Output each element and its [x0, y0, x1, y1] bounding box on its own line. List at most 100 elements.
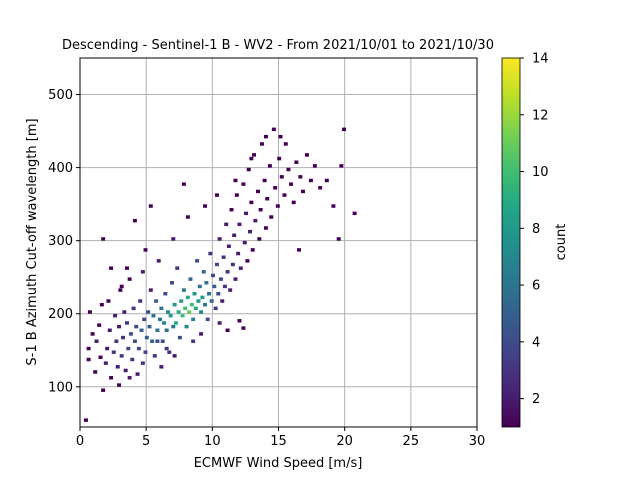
heatmap-cell	[197, 284, 202, 289]
heatmap-cell	[162, 321, 167, 325]
heatmap-cell	[147, 324, 152, 329]
heatmap-cell	[291, 200, 296, 205]
heatmap-cell	[224, 222, 229, 227]
heatmap-cell	[312, 164, 317, 168]
y-tick-label: 400	[48, 161, 73, 176]
x-tick-label: 0	[76, 434, 84, 449]
heatmap-cell	[123, 368, 128, 373]
heatmap-cell	[249, 200, 254, 205]
colorbar-tick-label: 6	[532, 279, 540, 294]
heatmap-cell	[207, 292, 212, 296]
heatmap-cell	[214, 193, 219, 197]
heatmap-cell	[216, 292, 221, 296]
heatmap-cell	[237, 222, 242, 227]
x-tick-label: 10	[204, 434, 221, 449]
heatmap-cell	[283, 142, 288, 146]
heatmap-cell	[204, 281, 209, 285]
heatmap-cell	[169, 281, 174, 285]
heatmap-cell	[119, 284, 124, 289]
heatmap-cell	[122, 310, 127, 314]
heatmap-cell	[220, 299, 225, 303]
heatmap-cell	[263, 134, 268, 139]
heatmap-cell	[183, 306, 188, 311]
heatmap-cell	[267, 164, 272, 168]
heatmap-cell	[308, 178, 313, 183]
heatmap-cell	[200, 295, 205, 300]
heatmap-cell	[233, 277, 238, 281]
heatmap-cell	[106, 299, 111, 303]
x-tick-label: 20	[336, 434, 353, 449]
heatmap-cell	[304, 153, 309, 157]
heatmap-cell	[118, 288, 123, 292]
heatmap-cell	[298, 175, 303, 179]
colorbar-tick-label: 4	[532, 335, 540, 350]
heatmap-cell	[155, 339, 160, 343]
heatmap-cell	[286, 167, 291, 172]
heatmap-cell	[193, 306, 198, 311]
colorbar-tick-label: 2	[532, 392, 540, 407]
heatmap-cell	[225, 328, 230, 333]
heatmap-cell	[156, 259, 161, 263]
heatmap-cell	[208, 251, 213, 256]
heatmap-cell	[109, 376, 114, 380]
heatmap-cell	[140, 270, 145, 274]
heatmap-cell	[249, 156, 254, 161]
heatmap-cell	[275, 204, 280, 208]
heatmap-cell	[199, 310, 204, 314]
heatmap-cell	[154, 299, 159, 303]
heatmap-cell	[273, 186, 278, 190]
colorbar-tick-label: 14	[532, 52, 549, 67]
heatmap-cell	[127, 277, 132, 281]
heatmap-cell	[117, 324, 122, 329]
y-axis-label: S-1 B Azimuth Cut-off wavelength [m]	[25, 118, 40, 365]
colorbar: 2 4 6 8 10 12 14 count	[501, 52, 569, 428]
heatmap-cell	[318, 186, 323, 190]
heatmap-cell	[151, 313, 156, 318]
heatmap-cell	[121, 335, 125, 340]
heatmap-cell	[105, 346, 110, 351]
heatmap-cell	[167, 350, 172, 354]
heatmap-cell	[201, 270, 206, 274]
colorbar-label: count	[554, 224, 569, 261]
heatmap-cell	[152, 354, 157, 358]
heatmap-cell	[166, 310, 170, 314]
heatmap-cell	[179, 299, 184, 303]
heatmap-cell	[217, 321, 222, 325]
heatmap-cell	[248, 229, 253, 234]
heatmap-cell	[189, 302, 194, 307]
heatmap-cell	[101, 388, 106, 392]
x-tick-label: 30	[469, 434, 486, 449]
heatmap-cell	[339, 164, 344, 168]
x-tick-label: 15	[270, 434, 287, 449]
heatmap-cell	[97, 323, 102, 327]
heatmap-cell	[301, 189, 305, 194]
heatmap-cell	[209, 299, 214, 303]
heatmap-cell	[150, 339, 155, 343]
heatmap-cell	[132, 218, 137, 223]
heatmap-cell	[269, 215, 274, 219]
heatmap-cell	[217, 237, 222, 241]
heatmap-cell	[185, 295, 190, 300]
y-tick-label: 100	[48, 380, 73, 395]
heatmap-cell	[262, 178, 267, 183]
heatmap-cell	[212, 284, 217, 289]
heatmap-cell	[94, 339, 99, 343]
heatmap-cell	[98, 355, 103, 360]
heatmap-cell	[226, 244, 231, 248]
heatmap-cell	[221, 255, 226, 259]
heatmap-cell	[172, 302, 177, 307]
heatmap-cell	[144, 335, 149, 340]
heatmap-cell	[211, 273, 215, 278]
heatmap-cell	[256, 189, 260, 194]
heatmap-cell	[181, 288, 186, 292]
heatmap-cell	[294, 160, 299, 164]
heatmap-cell	[228, 288, 233, 292]
heatmap-cell	[168, 313, 173, 318]
heatmap-cell	[136, 346, 141, 351]
heatmap-cell	[265, 197, 270, 201]
heatmap-cell	[277, 156, 282, 161]
heatmap-cell	[87, 310, 92, 314]
heatmap-cell	[130, 357, 135, 362]
heatmap-cell	[171, 237, 176, 241]
